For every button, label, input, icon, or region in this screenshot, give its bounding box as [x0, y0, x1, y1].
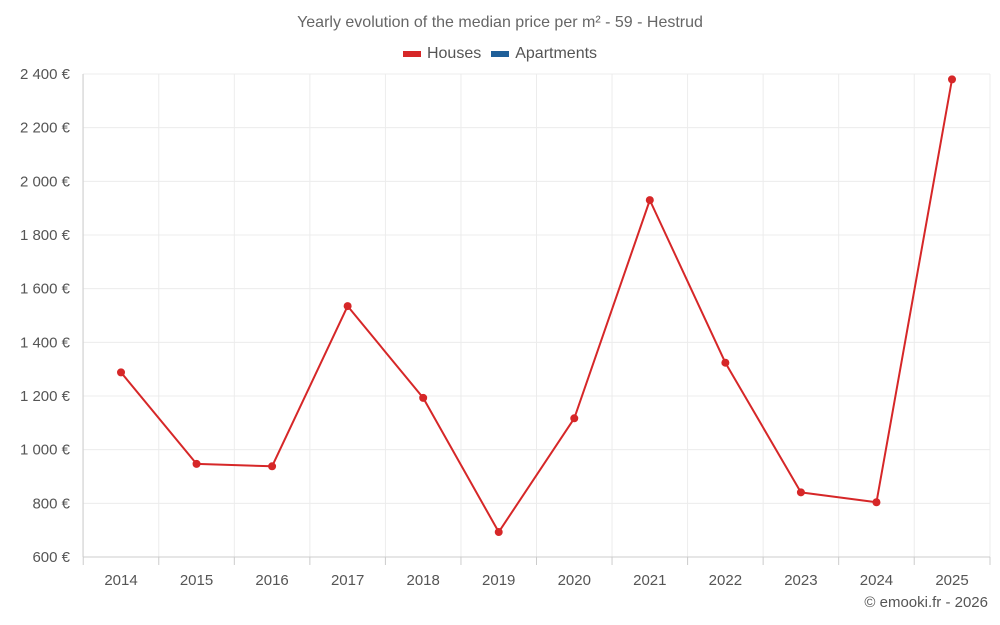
y-tick-label: 600 € [32, 549, 70, 566]
x-tick-label: 2018 [406, 572, 439, 589]
y-tick-label: 2 200 € [20, 120, 71, 137]
legend-label-houses: Houses [426, 45, 482, 62]
chart-title: Yearly evolution of the median price per… [297, 14, 703, 31]
x-tick-label: 2025 [935, 572, 968, 589]
y-tick-label: 1 800 € [20, 227, 71, 244]
data-point[interactable] [117, 368, 125, 377]
data-point[interactable] [721, 358, 730, 367]
x-tick-label: 2015 [180, 572, 213, 589]
x-tick-label: 2024 [860, 572, 893, 589]
x-tick-label: 2014 [104, 572, 137, 589]
x-axis-labels: 2014 2015 2016 2017 2018 2019 2020 2021 2022 2023… [104, 572, 968, 589]
y-tick-label: 2 400 € [20, 66, 71, 83]
x-tick-label: 2016 [255, 572, 288, 589]
legend-swatch-houses [402, 51, 421, 57]
data-point[interactable] [796, 488, 805, 497]
x-tick-label: 2017 [331, 572, 364, 589]
data-point[interactable] [872, 498, 881, 507]
copyright-credit: © emooki.fr - 2026 [864, 594, 988, 611]
data-point[interactable] [948, 75, 956, 84]
y-tick-label: 1 400 € [20, 334, 71, 351]
x-tick-label: 2021 [633, 572, 666, 589]
y-tick-label: 1 000 € [20, 442, 71, 459]
data-point[interactable] [268, 462, 277, 471]
chart-axes [82, 74, 991, 565]
y-tick-label: 1 600 € [20, 281, 71, 298]
x-tick-label: 2020 [558, 572, 591, 589]
data-point[interactable] [192, 459, 201, 468]
legend-swatch-apartments [491, 51, 510, 57]
chart-series [117, 75, 956, 537]
data-point[interactable] [494, 528, 503, 537]
legend-item-apartments[interactable]: Apartments [491, 45, 597, 63]
chart-grid [82, 73, 991, 558]
series-line-houses [120, 79, 953, 534]
data-point[interactable] [419, 393, 428, 402]
x-tick-label: 2023 [784, 572, 817, 589]
x-tick-label: 2022 [709, 572, 742, 589]
legend-item-houses[interactable]: Houses [402, 45, 482, 63]
y-axis-labels: 600 € 800 € 1 000 € 1 200 € 1 400 € 1 600 € 1 … [20, 66, 71, 566]
legend-label-apartments: Apartments [515, 45, 598, 62]
y-tick-label: 800 € [32, 495, 70, 512]
chart-legend: Houses Apartments [0, 45, 1000, 63]
y-tick-label: 1 200 € [20, 388, 71, 405]
x-tick-label: 2019 [482, 572, 515, 589]
data-point[interactable] [645, 196, 654, 205]
data-point[interactable] [570, 414, 579, 423]
data-point[interactable] [343, 302, 352, 311]
y-tick-label: 2 000 € [20, 173, 71, 190]
